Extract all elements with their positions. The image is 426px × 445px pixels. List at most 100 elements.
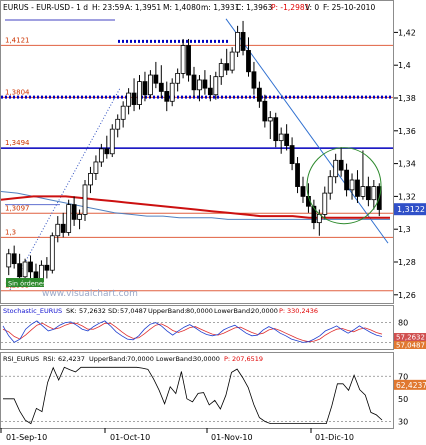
candle-body (115, 118, 121, 130)
candle-body (349, 179, 355, 191)
level-label: 1,3097 (5, 204, 30, 212)
candle-body (49, 235, 55, 271)
candle-body (82, 184, 88, 215)
header-high: M: 1,4080 (163, 3, 201, 12)
candle-body (246, 50, 251, 73)
candle-body (28, 261, 33, 273)
stochastic-lower: 20,0000 (251, 307, 278, 315)
candle (55, 216, 61, 243)
candle-body (39, 264, 44, 279)
candle-body (164, 91, 170, 102)
candle (88, 166, 93, 194)
candle (6, 248, 12, 276)
candle-body (197, 79, 202, 91)
stochastic-sk-label: SK: (66, 307, 77, 315)
candle-body (235, 32, 240, 53)
candle (284, 124, 290, 151)
header-volume: V: 0 (305, 3, 319, 12)
candle (246, 37, 251, 77)
rsi-value-label: RSI: (43, 355, 56, 363)
candle-body (104, 148, 110, 155)
rsi-header: RSI_EURUS RSI: 62,4237 UpperBand: 70,000… (3, 355, 263, 363)
candle-body (218, 63, 224, 78)
price-tick-label: 1,28 (398, 258, 416, 267)
candle (115, 114, 121, 138)
candle (137, 75, 142, 110)
candle-body (126, 92, 132, 107)
rsi-p-label: P: (224, 355, 230, 363)
candle-body (289, 145, 295, 164)
candle-body (251, 71, 257, 89)
candle-body (365, 186, 371, 201)
candle (267, 111, 273, 139)
date-axis: 01-Sep-10 01-Oct-10 01-Nov-10 01-Dic-10 (6, 433, 354, 442)
header-hour: H: 23:59 (92, 3, 124, 12)
candle-body (11, 253, 17, 265)
candle (169, 78, 175, 107)
header-low: m: 1,3931 (201, 3, 240, 12)
candle (229, 47, 235, 74)
stochastic-current-badge (394, 333, 426, 341)
stochastic-p: 330,2436 (287, 307, 318, 315)
stochastic-sd-label: SD: (108, 307, 119, 315)
candle (311, 199, 317, 230)
candle-body (300, 186, 306, 197)
price-tick-label: 1,42 (398, 28, 416, 37)
candle-body (109, 128, 115, 155)
candle (109, 124, 115, 158)
candle (82, 180, 88, 221)
candle-body (33, 271, 39, 279)
candle (98, 143, 104, 167)
candle-body (180, 45, 186, 74)
candle (148, 70, 153, 98)
candle-body (169, 82, 175, 102)
candle (365, 176, 371, 207)
candle-body (71, 204, 77, 220)
candle (262, 94, 268, 128)
candle (180, 38, 186, 79)
candle (158, 65, 164, 98)
rsi-upper: 70,0000 (127, 355, 154, 363)
stochastic-upper: 80,0000 (186, 307, 213, 315)
rsi-name: RSI_EURUS (3, 355, 39, 363)
candle-body (120, 105, 126, 120)
ohlc-header: - 1 d H: 23:59 A: 1,3951 M: 1,4080 m: 1,… (71, 3, 375, 12)
candle-body (142, 81, 148, 96)
rsi-line (3, 366, 383, 425)
candle-body (93, 161, 99, 174)
candle-body (295, 163, 300, 187)
candle-body (66, 204, 72, 233)
date-label: 01-Oct-10 (110, 433, 150, 442)
stochastic-header: Stochastic_EURUS SK: 57,2632 SD: 57,0487… (3, 307, 318, 315)
header-change: P: -1,2981 (271, 3, 310, 12)
stochastic-current-label-2: 57,0487 (396, 342, 425, 350)
candle (60, 212, 66, 238)
current-price-badge (394, 203, 426, 216)
candle (256, 81, 262, 108)
candle-body (22, 261, 28, 278)
candle-body (55, 223, 61, 237)
candle-body (267, 117, 273, 122)
stochastic-name: Stochastic_EURUS (3, 307, 62, 315)
annotation-circle (306, 147, 382, 225)
candle (327, 170, 333, 200)
rsi-current-badge (394, 379, 426, 390)
candle-body (213, 76, 219, 96)
candle-body (284, 133, 290, 146)
candle-body (88, 173, 93, 186)
header-timeframe: - 1 d (71, 3, 88, 12)
rsi-plot: 70 50 30 62,4237 (3, 366, 426, 426)
candle (126, 88, 132, 115)
candle (278, 127, 284, 154)
candle (77, 209, 82, 230)
candle-body (98, 148, 104, 163)
candle (207, 75, 213, 102)
candle-body (371, 186, 377, 201)
candle-body (131, 92, 137, 105)
candle (355, 170, 360, 203)
candle-body (240, 32, 246, 51)
price-tick-label: 1,26 (398, 291, 416, 300)
price-tick-label: 1,36 (398, 127, 416, 136)
candle-body (44, 264, 50, 271)
